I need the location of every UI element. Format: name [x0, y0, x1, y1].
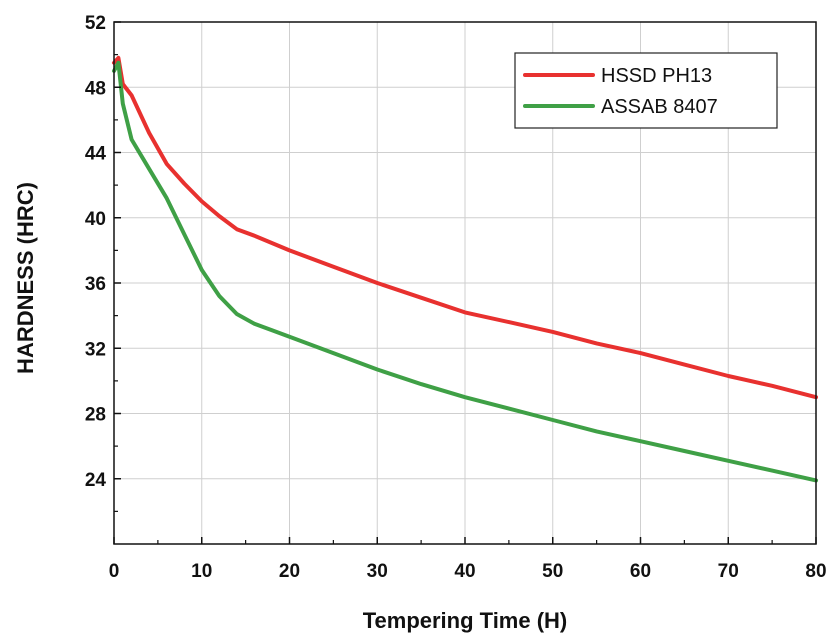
y-tick-label: 28 — [85, 405, 106, 426]
legend-label: HSSD PH13 — [601, 65, 712, 87]
series-line-hssd-ph13 — [112, 55, 818, 400]
y-tick-label: 44 — [85, 144, 107, 165]
series-lines — [112, 55, 818, 483]
axis-ticks: 0 10 20 30 40 50 60 70 80 24 28 32 36 40 44 48 52 — [85, 13, 827, 582]
x-tick-label: 30 — [367, 561, 388, 582]
y-tick-label: 40 — [85, 209, 106, 230]
y-tick-label: 52 — [85, 13, 106, 34]
y-tick-label: 24 — [85, 470, 107, 491]
x-tick-label: 70 — [718, 561, 739, 582]
x-axis-title: Tempering Time (H) — [363, 608, 568, 633]
y-tick-label: 48 — [85, 78, 106, 99]
x-tick-label: 60 — [630, 561, 651, 582]
x-tick-label: 0 — [109, 561, 120, 582]
legend-label: ASSAB 8407 — [601, 96, 718, 118]
series-line-assab-8407 — [112, 60, 818, 483]
x-tick-label: 50 — [542, 561, 563, 582]
y-tick-label: 32 — [85, 339, 106, 360]
x-tick-label: 40 — [454, 561, 475, 582]
x-tick-label: 20 — [279, 561, 300, 582]
x-tick-label: 10 — [191, 561, 212, 582]
x-tick-label: 80 — [805, 561, 826, 582]
legend-box — [514, 52, 778, 129]
y-tick-label: 36 — [85, 274, 106, 295]
y-axis-title: HARDNESS (HRC) — [13, 182, 38, 374]
legend: HSSD PH13 ASSAB 8407 — [514, 52, 778, 129]
